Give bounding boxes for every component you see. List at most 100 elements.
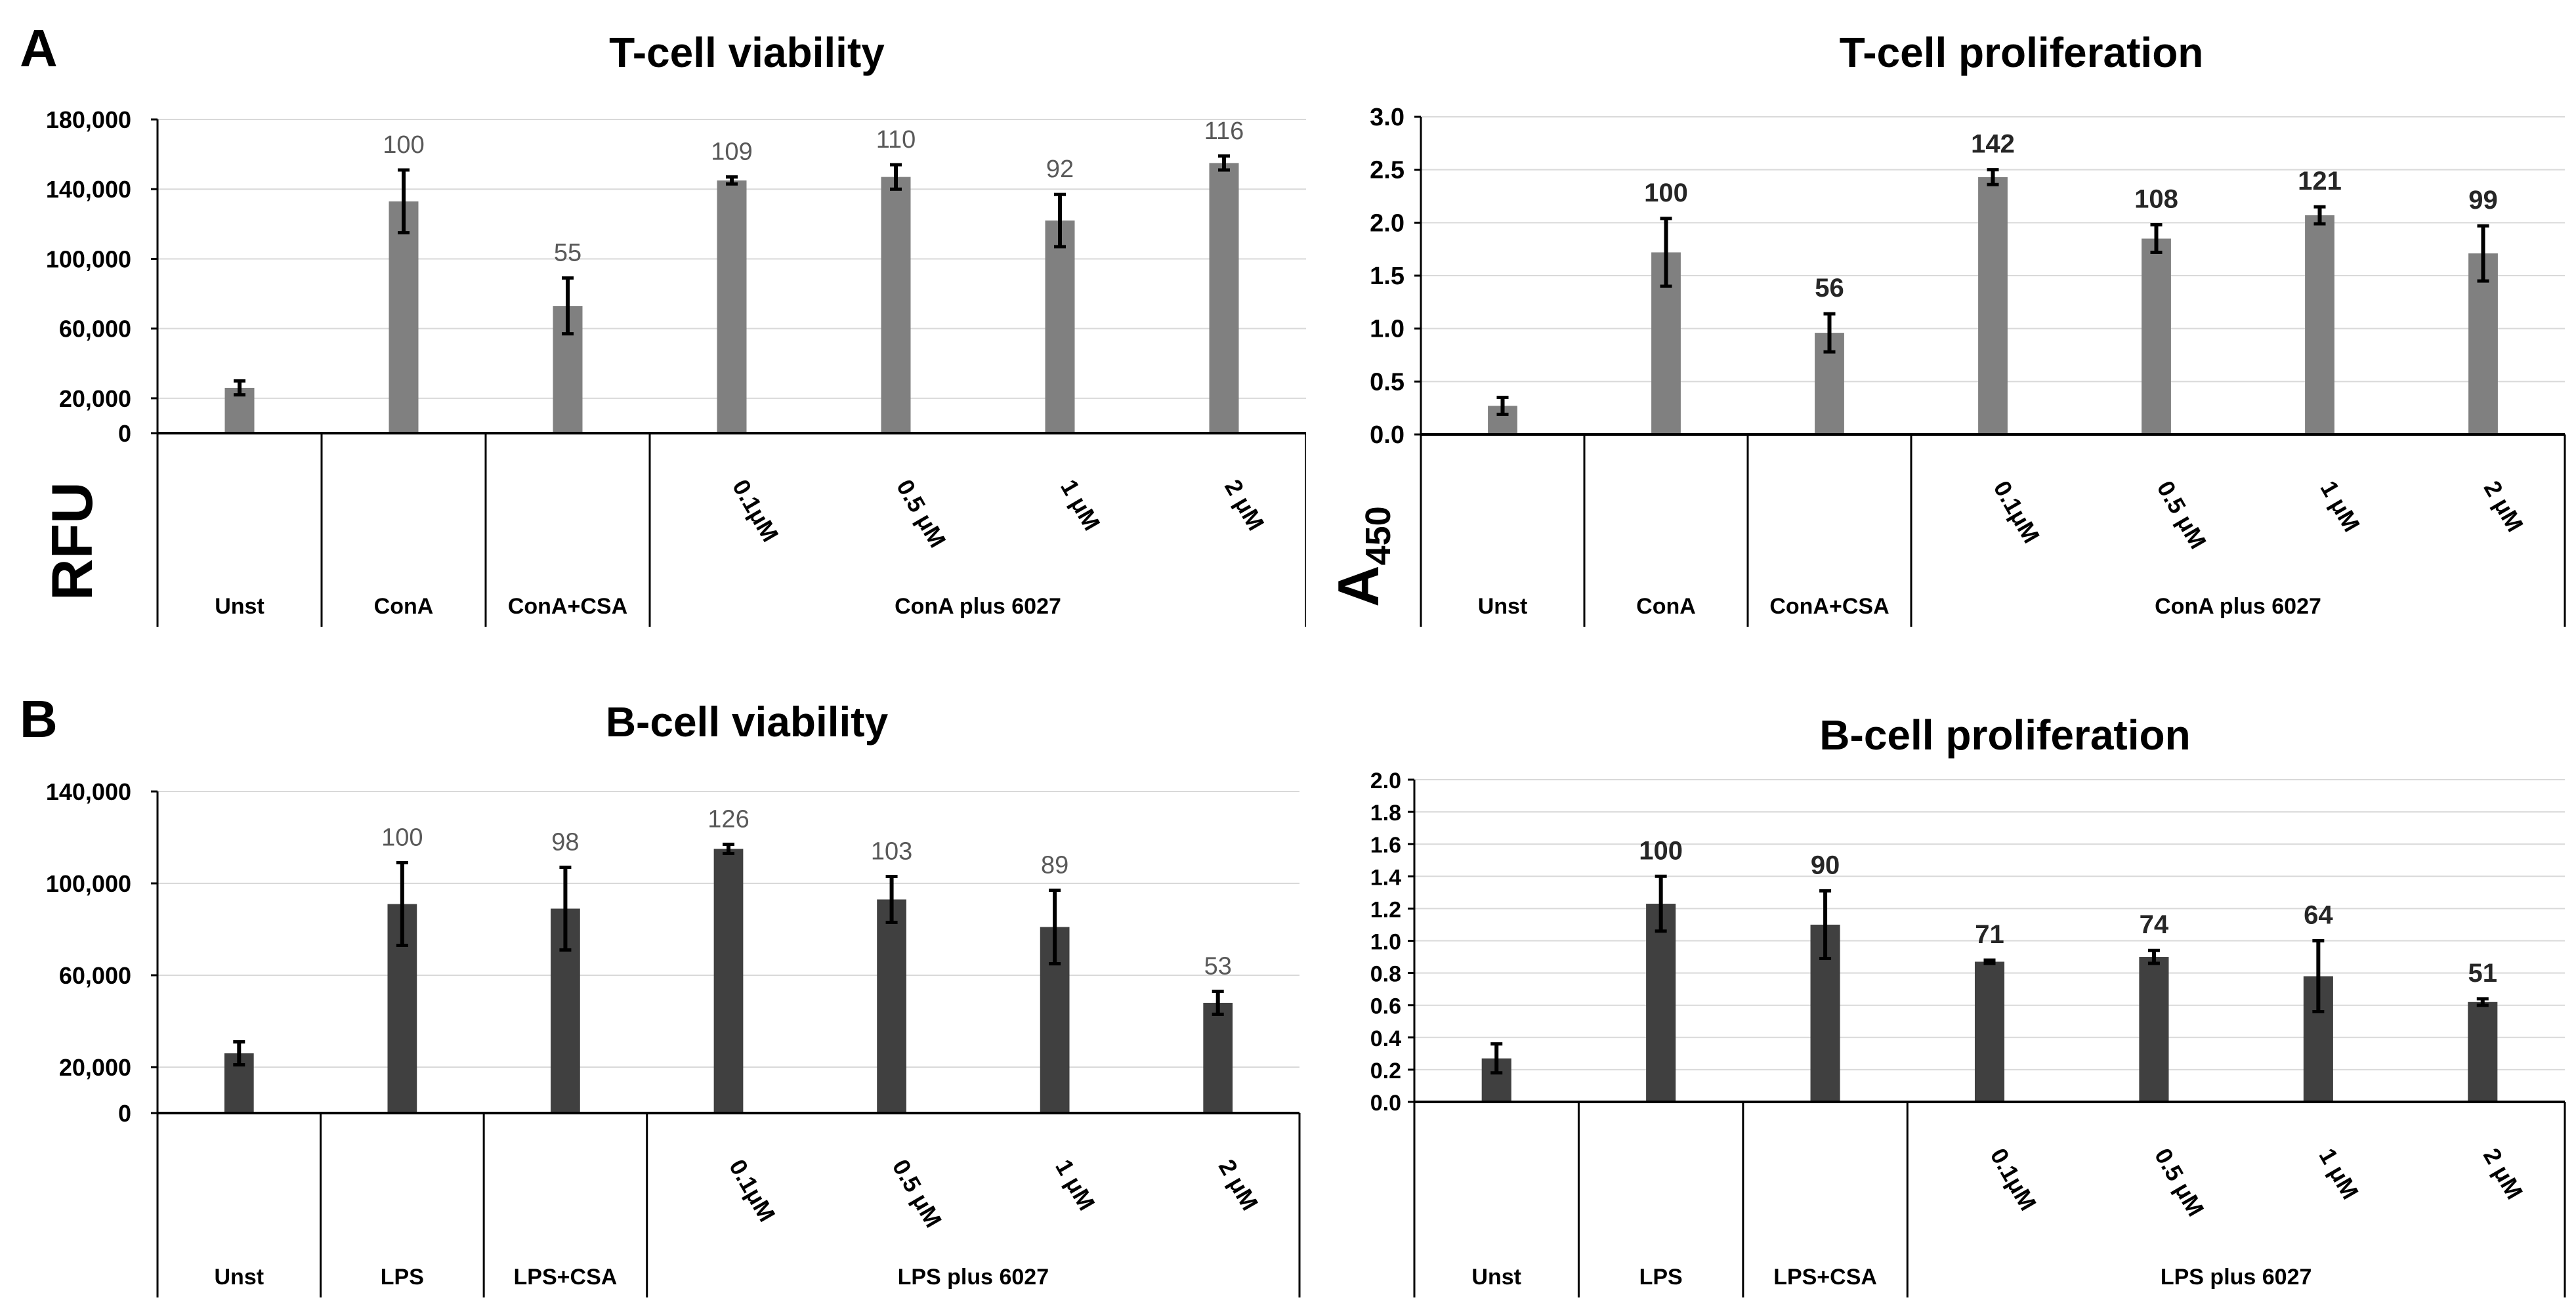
group-label: LPS plus 6027	[898, 1265, 1049, 1290]
dose-label-3: 0.1μM	[1989, 476, 2046, 548]
data-label-5: 89	[1041, 852, 1068, 879]
data-label-6: 99	[2468, 186, 2498, 215]
y-tick-label: 100,000	[46, 870, 131, 897]
bar-6	[2468, 253, 2498, 434]
chart-t-cell-proliferation: T-cell proliferation 0.0 0.5 1.0 1.5 2.0 2.5 3.…	[1326, 29, 2566, 627]
y-axis-label-subscript: 450	[1359, 506, 1398, 565]
dose-label-3: 0.1μM	[724, 1155, 781, 1227]
y-tick-label: 1.8	[1370, 801, 1401, 826]
group-label: ConA plus 6027	[2155, 594, 2321, 619]
y-tick-label: 2.0	[1370, 769, 1401, 793]
y-tick-label: 1.2	[1370, 897, 1401, 922]
y-tick-label: 140,000	[46, 176, 131, 203]
data-label-1: 100	[1644, 179, 1688, 207]
bar-6	[1203, 1003, 1233, 1113]
bar-5	[2305, 215, 2334, 434]
dose-label-6: 2 μM	[1219, 475, 1270, 536]
chart-b-cell-proliferation: B-cell proliferation 0.0 0.2 0.4 0.6 0.8 1.0 1.…	[1370, 711, 2566, 1297]
bar-4	[2139, 957, 2169, 1102]
data-label-6: 53	[1204, 953, 1232, 980]
y-tick-label: 1.5	[1370, 263, 1404, 290]
y-tick-label: 60,000	[59, 962, 131, 989]
data-label-4: 108	[2134, 185, 2178, 214]
y-tick-label: 20,000	[59, 385, 131, 412]
dose-label-3: 0.1μM	[727, 475, 784, 547]
dose-label-4: 0.5 μM	[891, 475, 952, 553]
y-tick-label: 0.0	[1370, 421, 1404, 449]
chart-title: T-cell viability	[609, 29, 885, 76]
data-label-2: 55	[554, 240, 581, 267]
category-label-0: Unst	[215, 594, 264, 619]
dose-label-5: 1 μM	[2315, 476, 2366, 537]
y-tick-label: 0.2	[1370, 1059, 1401, 1084]
data-label-4: 110	[876, 126, 916, 154]
data-label-5: 121	[2298, 167, 2342, 196]
bar-6	[1209, 163, 1239, 433]
dose-label-5: 1 μM	[1055, 475, 1106, 536]
chart-title: T-cell proliferation	[1840, 29, 2204, 76]
y-tick-label: 2.5	[1370, 157, 1404, 184]
dose-label-4: 0.5 μM	[887, 1155, 948, 1232]
category-label-2: LPS+CSA	[514, 1265, 618, 1290]
category-label-0: Unst	[1471, 1265, 1521, 1290]
group-label: LPS plus 6027	[2161, 1265, 2312, 1290]
bar-4	[2142, 238, 2171, 434]
y-tick-label: 0.8	[1370, 962, 1401, 987]
group-label: ConA plus 6027	[895, 594, 1061, 619]
y-tick-label: 180,000	[46, 106, 131, 133]
chart-b-cell-viability: B-cell viability 0 20,000 60,000 100,000 140,…	[46, 698, 1301, 1297]
dose-label-3: 0.1μM	[1985, 1144, 2042, 1215]
y-tick-label: 0	[118, 420, 131, 447]
y-tick-label: 0.0	[1370, 1091, 1401, 1116]
category-label-2: ConA+CSA	[508, 594, 627, 619]
data-label-2: 98	[551, 829, 579, 856]
y-tick-label: 0.5	[1370, 368, 1404, 396]
dose-label-5: 1 μM	[1050, 1155, 1101, 1215]
y-axis-label: A450	[1326, 506, 1398, 607]
data-label-1: 100	[383, 131, 424, 159]
y-axis-label: RFU	[39, 482, 104, 600]
data-label-1: 100	[381, 824, 423, 852]
category-label-2: ConA+CSA	[1769, 594, 1889, 619]
y-tick-label: 140,000	[46, 778, 131, 805]
dose-label-4: 0.5 μM	[2152, 476, 2212, 554]
data-label-1: 100	[1639, 836, 1683, 865]
data-label-6: 116	[1204, 117, 1244, 145]
chart-title: B-cell viability	[606, 698, 889, 746]
y-tick-label: 1.0	[1370, 930, 1401, 955]
bar-3	[1978, 177, 2008, 434]
category-label-1: LPS	[1639, 1265, 1683, 1290]
data-label-2: 56	[1815, 274, 1844, 303]
bar-6	[2468, 1001, 2498, 1102]
dose-label-4: 0.5 μM	[2149, 1144, 2210, 1221]
y-tick-label: 20,000	[59, 1054, 131, 1081]
bar-3	[717, 180, 747, 433]
data-label-5: 92	[1046, 156, 1074, 183]
y-tick-label: 0.4	[1370, 1026, 1401, 1051]
chart-title: B-cell proliferation	[1819, 711, 2190, 759]
chart-t-cell-viability: T-cell viability 0 20,000 60,000 100,000 140,…	[39, 29, 1306, 627]
bar-1	[1646, 904, 1676, 1102]
dose-label-6: 2 μM	[1214, 1155, 1264, 1215]
bar-1	[389, 201, 419, 433]
data-label-3: 71	[1975, 920, 2004, 949]
dose-label-6: 2 μM	[2478, 1144, 2529, 1204]
y-tick-label: 100,000	[46, 245, 131, 272]
y-tick-label: 3.0	[1370, 104, 1404, 131]
data-label-3: 109	[711, 138, 752, 166]
y-tick-label: 2.0	[1370, 209, 1404, 237]
category-label-0: Unst	[1478, 594, 1528, 619]
y-tick-label: 0.6	[1370, 994, 1401, 1019]
data-label-5: 64	[2304, 901, 2333, 930]
y-tick-label: 60,000	[59, 316, 131, 343]
category-label-1: LPS	[381, 1265, 424, 1290]
dose-label-5: 1 μM	[2313, 1144, 2364, 1204]
bar-4	[877, 899, 906, 1113]
category-label-2: LPS+CSA	[1773, 1265, 1877, 1290]
bar-3	[713, 849, 744, 1113]
y-tick-label: 1.4	[1370, 865, 1401, 890]
panel-label-a: A	[20, 19, 58, 77]
y-tick-label: 0	[118, 1100, 131, 1127]
y-axis-label-main: A	[1326, 565, 1391, 607]
